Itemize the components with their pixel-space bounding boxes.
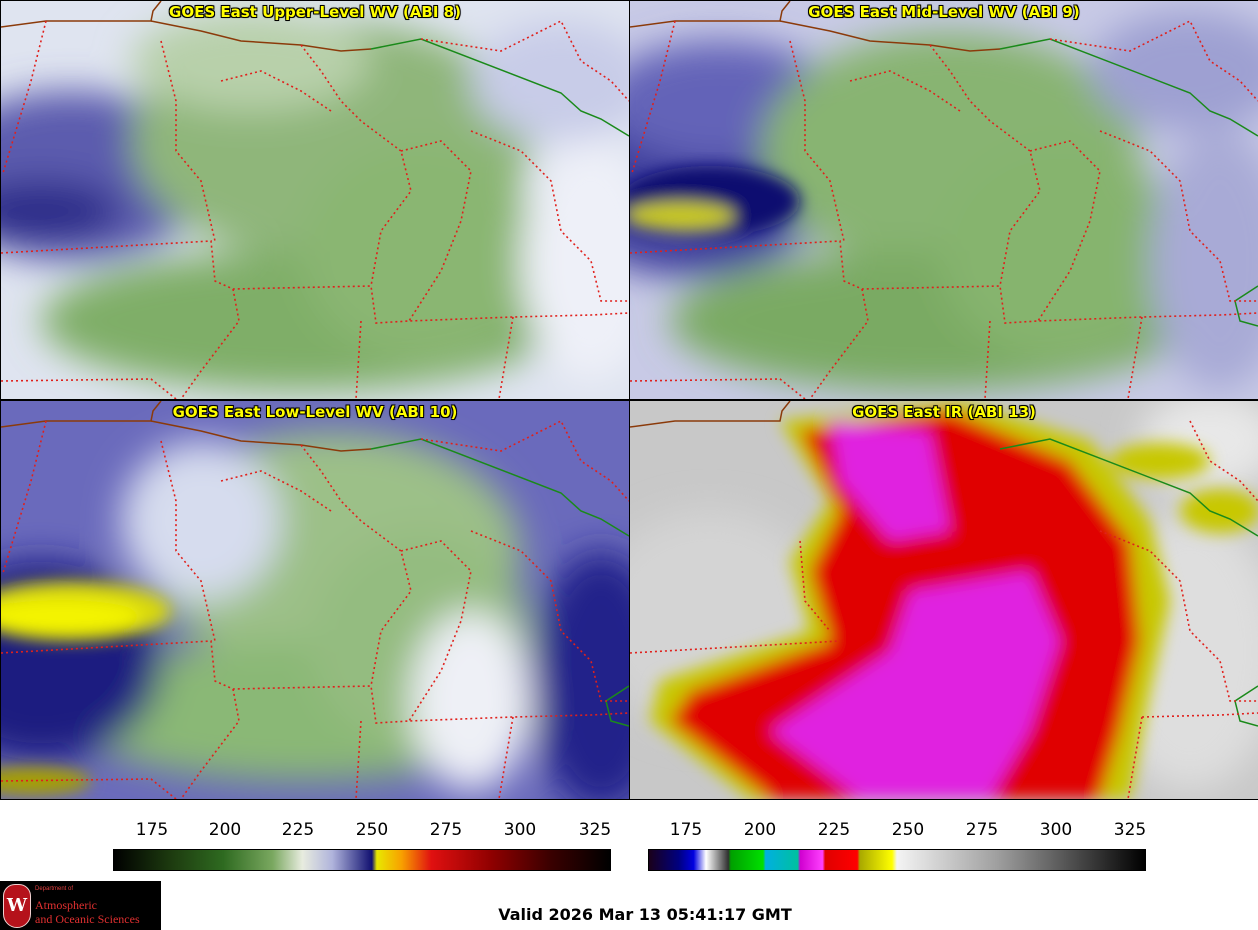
- panel-title: GOES East Upper-Level WV (ABI 8): [169, 3, 461, 21]
- wv-tick-label: 325: [578, 820, 612, 840]
- wv-tick-label: 225: [281, 820, 315, 840]
- ir-tick-label: 225: [817, 820, 851, 840]
- wv-colorbar-gradient: [113, 849, 611, 871]
- ir-tick-label: 325: [1113, 820, 1147, 840]
- panel-ir: GOES East IR (ABI 13): [629, 400, 1258, 800]
- wv-tick-label: 200: [208, 820, 242, 840]
- wv-tick-label: 175: [135, 820, 169, 840]
- ir-colorbar-ticks: 175 200 225 250 275 300 325: [648, 820, 1146, 842]
- logo-line3: and Oceanic Sciences: [35, 912, 140, 926]
- ir-tick-label: 250: [891, 820, 925, 840]
- upper-level-wv-image: [1, 1, 629, 399]
- ir-tick-label: 175: [669, 820, 703, 840]
- panel-title: GOES East Low-Level WV (ABI 10): [172, 403, 458, 421]
- crest-letter: W: [6, 895, 28, 916]
- aos-logo: W Department of Atmospheric and Oceanic …: [0, 881, 161, 930]
- panel-low-level-wv: GOES East Low-Level WV (ABI 10): [0, 400, 630, 800]
- panel-mid-level-wv: GOES East Mid-Level WV (ABI 9): [629, 0, 1258, 400]
- wv-tick-label: 275: [429, 820, 463, 840]
- low-level-wv-image: [1, 401, 629, 799]
- panel-title: GOES East Mid-Level WV (ABI 9): [808, 3, 1080, 21]
- ir-image: [630, 401, 1258, 799]
- wv-colorbar: 175 200 225 250 275 300 325: [113, 820, 611, 872]
- panel-title: GOES East IR (ABI 13): [852, 403, 1036, 421]
- ir-colorbar: 175 200 225 250 275 300 325: [648, 820, 1146, 872]
- ir-tick-label: 200: [743, 820, 777, 840]
- uw-crest-icon: W: [3, 884, 31, 928]
- logo-line2: Atmospheric: [35, 898, 97, 912]
- wv-colorbar-ticks: 175 200 225 250 275 300 325: [113, 820, 611, 842]
- valid-time: Valid 2026 Mar 13 05:41:17 GMT: [498, 905, 792, 924]
- logo-line1: Department of: [35, 886, 74, 892]
- wv-tick-label: 300: [503, 820, 537, 840]
- wv-tick-label: 250: [355, 820, 389, 840]
- ir-tick-label: 275: [965, 820, 999, 840]
- mid-level-wv-image: [630, 1, 1258, 399]
- ir-tick-label: 300: [1039, 820, 1073, 840]
- ir-colorbar-gradient: [648, 849, 1146, 871]
- panel-upper-level-wv: GOES East Upper-Level WV (ABI 8): [0, 0, 630, 400]
